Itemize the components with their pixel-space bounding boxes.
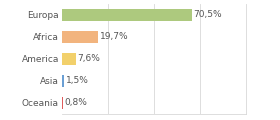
Text: 7,6%: 7,6% xyxy=(77,54,100,63)
Text: 0,8%: 0,8% xyxy=(65,98,87,108)
Bar xyxy=(62,75,64,87)
Bar xyxy=(62,31,98,43)
Bar xyxy=(62,97,63,109)
Text: 70,5%: 70,5% xyxy=(193,10,222,19)
Bar xyxy=(62,9,192,21)
Bar xyxy=(62,53,76,65)
Text: 1,5%: 1,5% xyxy=(66,76,89,85)
Text: 19,7%: 19,7% xyxy=(99,32,128,41)
